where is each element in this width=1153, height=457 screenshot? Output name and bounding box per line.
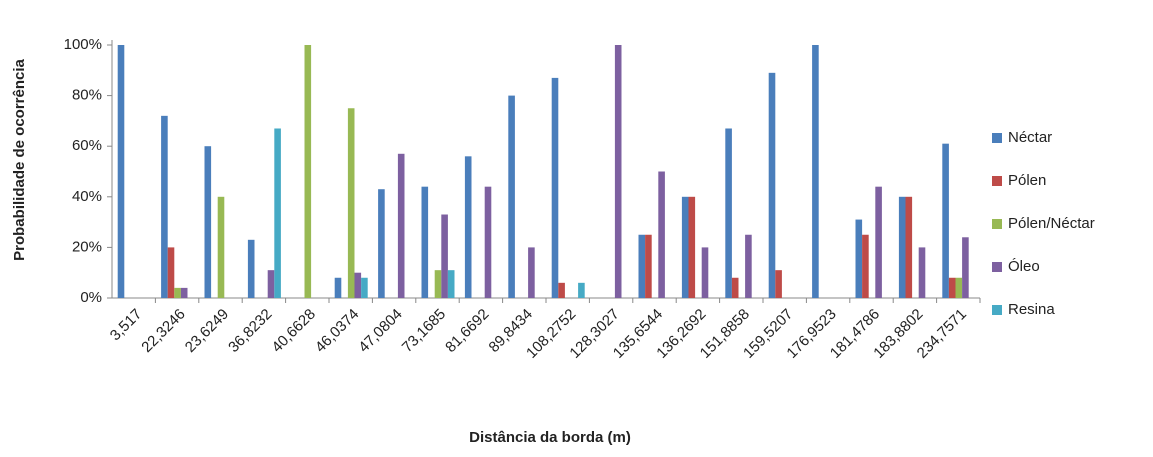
y-tick-label: 40% (72, 188, 102, 205)
y-tick-label: 60% (72, 137, 102, 154)
bar (484, 186, 492, 298)
legend-swatch (992, 219, 1002, 229)
bar (347, 108, 355, 298)
bar (688, 196, 696, 298)
legend-swatch (992, 305, 1002, 315)
bar (508, 95, 515, 298)
bar (378, 189, 385, 298)
bar (614, 45, 622, 298)
y-tick-label: 20% (72, 238, 102, 255)
bar (745, 234, 752, 298)
x-axis-label: Distância da borda (m) (469, 429, 631, 446)
legend-swatch (992, 176, 1002, 186)
x-tick-label: 22,3246 (138, 306, 188, 356)
y-tick-label: 100% (64, 36, 102, 53)
bar (962, 237, 969, 298)
bar (204, 146, 212, 298)
legend-label: Resina (1008, 301, 1055, 318)
x-tick-label: 3,517 (107, 306, 146, 345)
x-tick-label: 46,0374 (312, 306, 362, 356)
bar (955, 277, 963, 298)
x-tick-label: 47,0804 (355, 306, 405, 356)
bar (725, 128, 732, 298)
bar (942, 143, 949, 298)
bar (768, 72, 776, 298)
y-tick-label: 80% (72, 87, 102, 104)
x-tick-label: 36,8232 (225, 306, 275, 356)
bar (354, 272, 362, 298)
bar (855, 219, 863, 298)
x-tick-label: 23,6249 (182, 306, 232, 356)
bar (658, 171, 665, 298)
bar (167, 247, 175, 298)
bar (731, 277, 739, 298)
bar (812, 45, 819, 298)
bar (174, 287, 181, 298)
legend-swatch (992, 262, 1002, 272)
y-axis-label: Probabilidade de ocorrência (11, 58, 28, 260)
bar (180, 287, 188, 298)
bar (117, 45, 125, 298)
bar (551, 77, 559, 298)
x-tick-label: 73,1685 (399, 306, 449, 356)
bar (464, 156, 472, 298)
bar (775, 270, 782, 298)
bar (875, 186, 882, 298)
bar (247, 239, 255, 298)
legend-label: Óleo (1008, 258, 1040, 275)
legend-label: Pólen/Néctar (1008, 215, 1095, 232)
bar (304, 45, 312, 298)
bar (918, 247, 926, 298)
bar (441, 214, 448, 298)
bar (434, 270, 442, 298)
legend-label: Néctar (1008, 129, 1052, 146)
bar (638, 234, 646, 298)
bar (421, 186, 429, 298)
bar (681, 196, 689, 298)
bar (217, 196, 225, 298)
legend-label: Pólen (1008, 172, 1046, 189)
bar (645, 234, 652, 298)
bar (274, 128, 281, 298)
x-tick-label: 81,6692 (442, 306, 492, 356)
x-tick-label: 40,6628 (269, 306, 319, 356)
y-tick-label: 0% (80, 289, 102, 306)
bar (578, 282, 585, 298)
bar (701, 247, 709, 298)
bar (558, 282, 565, 298)
bar (447, 270, 455, 298)
legend-swatch (992, 133, 1002, 143)
bar (361, 277, 368, 298)
bar (397, 153, 405, 298)
bar (898, 196, 906, 298)
bar (267, 270, 275, 298)
bar (334, 277, 342, 298)
bar (862, 234, 869, 298)
bar (948, 277, 956, 298)
bar (161, 115, 168, 298)
bar (528, 247, 535, 298)
bar (905, 196, 913, 298)
